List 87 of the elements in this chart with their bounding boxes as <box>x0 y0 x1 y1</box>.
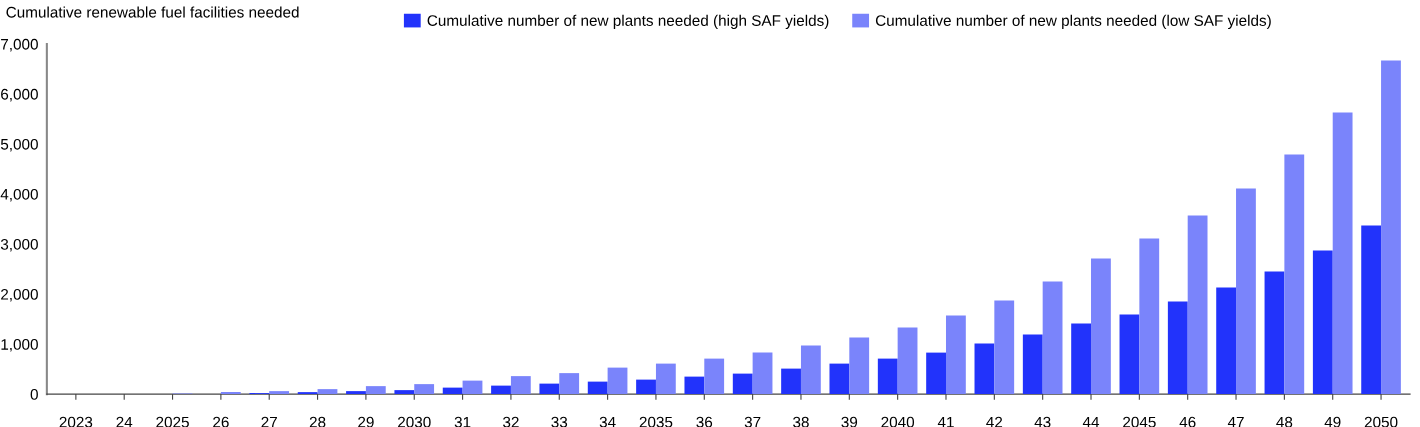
bar <box>1381 60 1401 395</box>
y-tick-label: 0 <box>30 388 38 400</box>
bar <box>1022 334 1043 395</box>
x-tick-label: 41 <box>937 416 954 427</box>
bar <box>1236 188 1256 395</box>
bar <box>587 381 608 395</box>
bar <box>974 343 995 395</box>
x-tick-label: 2025 <box>156 416 189 427</box>
x-tick-label: 43 <box>1034 416 1051 427</box>
legend-label: Cumulative number of new plants needed (low SAF yields) <box>875 14 1271 29</box>
bar <box>510 376 531 395</box>
y-tick-label: 2,000 <box>1 288 38 302</box>
x-tick-label: 24 <box>116 416 133 427</box>
bar <box>636 379 656 395</box>
x-tick-label: 29 <box>358 416 374 427</box>
x-tick-label: 47 <box>1227 416 1244 427</box>
bar <box>1071 323 1092 395</box>
bar <box>849 337 870 395</box>
bar <box>684 376 705 395</box>
y-tick-label: 1,000 <box>1 338 38 352</box>
x-tick-label: 31 <box>454 416 471 427</box>
bar <box>394 390 415 395</box>
bar <box>1361 225 1382 395</box>
x-tick-label: 42 <box>986 416 1003 427</box>
x-tick-label: 34 <box>599 416 616 427</box>
bar <box>877 358 898 395</box>
bar <box>269 391 290 395</box>
bar <box>1216 287 1237 395</box>
bar <box>704 358 725 395</box>
bar <box>897 327 918 395</box>
x-tick-label: 2040 <box>881 416 915 427</box>
bar <box>297 392 318 395</box>
bar <box>829 363 850 395</box>
bar <box>559 373 580 395</box>
bar <box>752 352 773 395</box>
x-tick-label: 49 <box>1324 416 1341 427</box>
bar <box>607 367 628 395</box>
bar <box>491 385 511 395</box>
bar <box>346 391 366 395</box>
x-tick-label: 2050 <box>1364 416 1398 427</box>
x-tick-label: 2045 <box>1123 416 1156 427</box>
bar <box>1091 258 1111 395</box>
bar <box>462 380 483 395</box>
bar <box>1264 271 1285 395</box>
x-tick-label: 48 <box>1276 416 1293 427</box>
x-tick-label: 46 <box>1179 416 1196 427</box>
bar <box>220 392 241 395</box>
y-tick-label: 3,000 <box>0 238 38 252</box>
x-tick-label: 36 <box>696 416 713 427</box>
bar <box>1284 154 1305 395</box>
bar <box>1119 314 1140 395</box>
bar <box>800 345 821 395</box>
legend-label: Cumulative number of new plants needed (high SAF yields) <box>427 14 829 29</box>
bar <box>1312 250 1333 395</box>
x-tick-label: 26 <box>213 416 229 427</box>
y-tick-label: 7,000 <box>1 38 38 52</box>
y-tick-label: 4,000 <box>0 188 38 202</box>
x-tick-label: 28 <box>309 416 326 427</box>
bar <box>414 384 435 395</box>
y-tick-label: 6,000 <box>1 88 38 102</box>
x-tick-label: 2035 <box>639 416 673 427</box>
bar <box>365 386 386 395</box>
x-tick-label: 2030 <box>398 416 431 427</box>
bar <box>994 300 1015 395</box>
bar <box>539 383 560 395</box>
bar <box>926 352 946 395</box>
bar <box>1139 238 1160 395</box>
bar <box>781 368 801 395</box>
x-tick-label: 39 <box>841 416 858 427</box>
x-tick-label: 38 <box>793 416 809 427</box>
bar <box>732 373 753 395</box>
bar <box>1332 112 1353 395</box>
x-tick-label: 27 <box>261 416 277 427</box>
chart-title: Cumulative renewable fuel facilities needed <box>6 6 299 18</box>
bar <box>945 315 966 395</box>
x-tick-label: 44 <box>1082 416 1100 427</box>
bar <box>1042 281 1063 395</box>
bar <box>317 389 338 395</box>
x-tick-label: 2023 <box>59 416 93 427</box>
bar <box>442 387 463 395</box>
x-tick-label: 33 <box>551 416 568 427</box>
bar <box>1167 301 1188 395</box>
x-tick-label: 32 <box>503 416 519 427</box>
bar <box>655 363 676 395</box>
x-tick-label: 37 <box>744 416 761 427</box>
bar <box>1187 215 1208 395</box>
y-tick-label: 5,000 <box>0 138 38 152</box>
